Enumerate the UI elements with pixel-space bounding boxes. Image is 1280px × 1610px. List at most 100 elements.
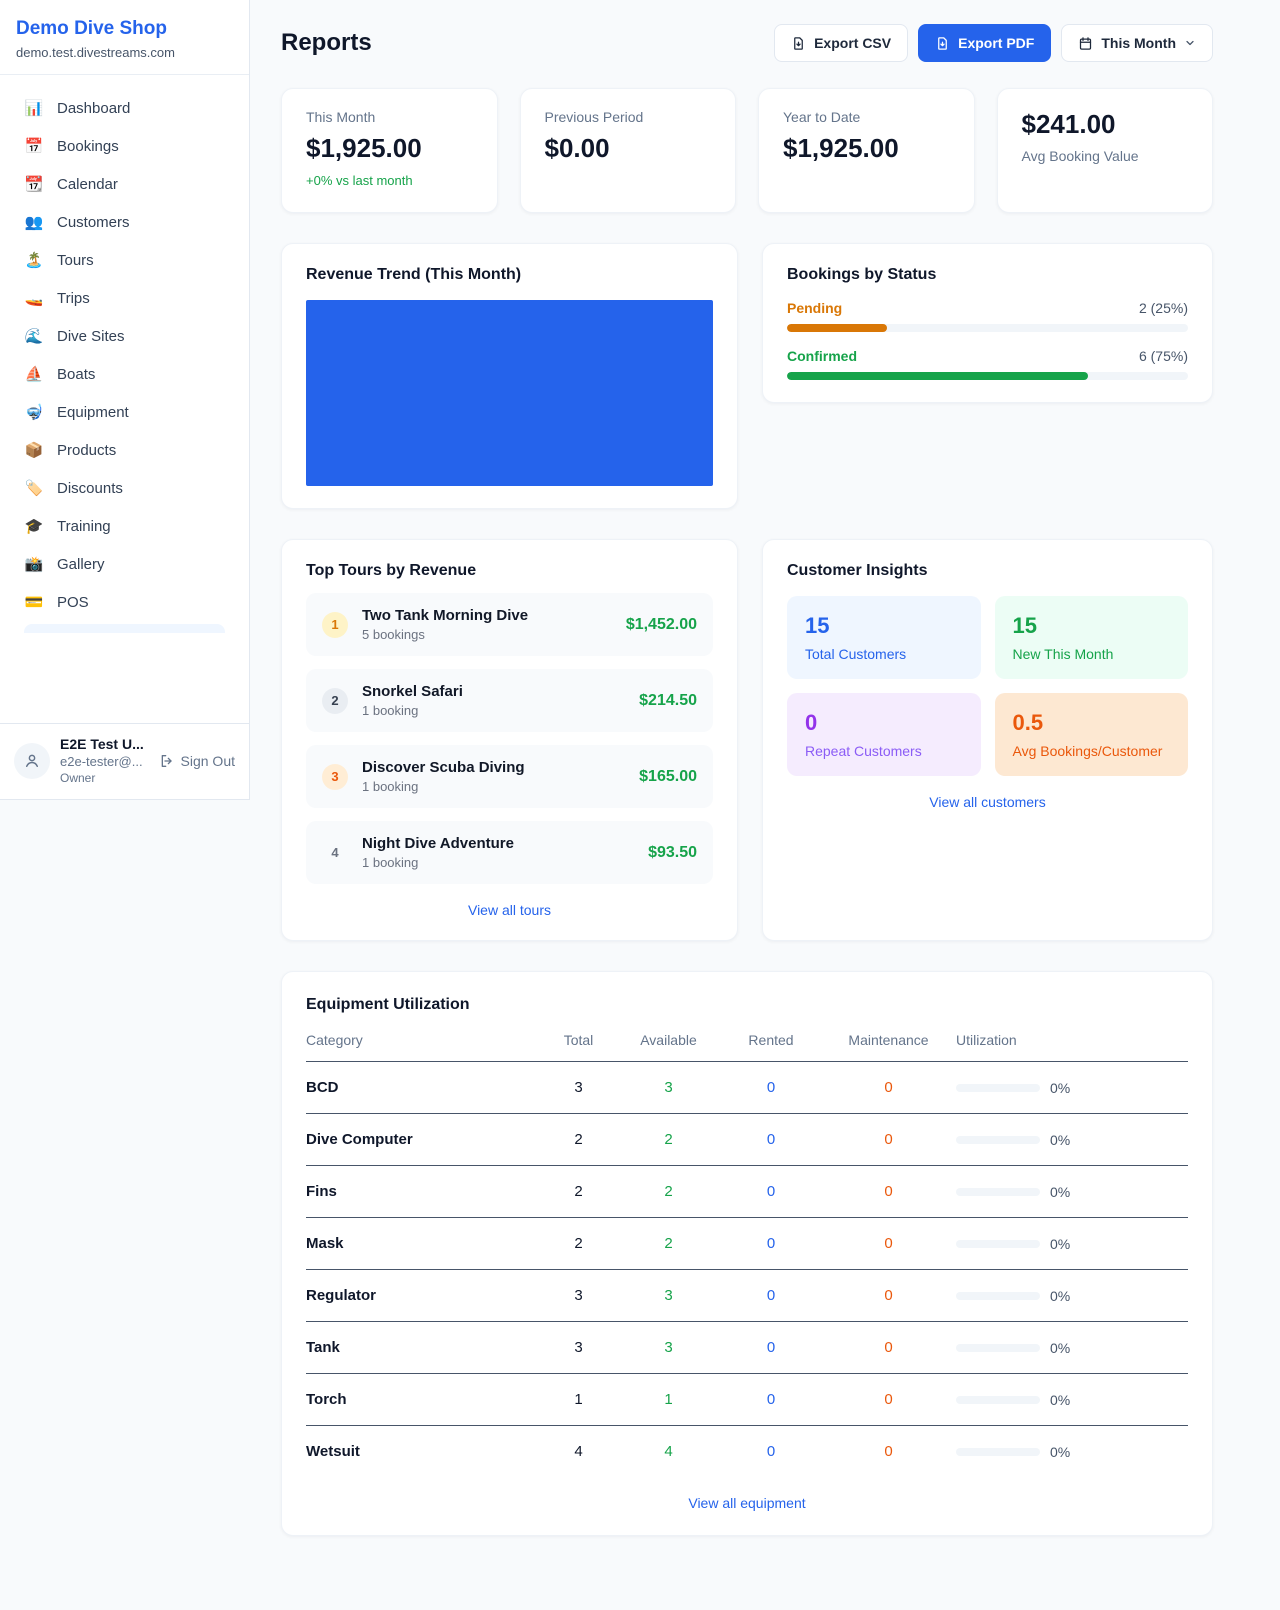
tour-row: 2 Snorkel Safari 1 booking $214.50 [306,669,713,732]
people-icon: 👥 [24,214,44,231]
top-tours-card: Top Tours by Revenue 1 Two Tank Morning … [281,539,738,941]
view-all-customers-link[interactable]: View all customers [929,794,1046,810]
sidebar-item-gallery[interactable]: 📸 Gallery [12,545,237,583]
sidebar-item-pos[interactable]: 💳 POS [12,583,237,621]
tile-value: 0.5 [1012,710,1044,735]
tour-bookings: 5 bookings [362,627,425,642]
stat-value: $241.00 [1021,109,1116,139]
column-header: Category [306,1032,541,1062]
stat-value: $1,925.00 [306,133,422,163]
sailboat-icon: ⛵ [24,366,44,383]
sidebar-item-equipment[interactable]: 🤿 Equipment [12,393,237,431]
equipment-utilization-title: Equipment Utilization [306,996,470,1013]
export-pdf-button[interactable]: Export PDF [918,24,1052,62]
sidebar-item-active-partial[interactable] [24,624,225,633]
brand: Demo Dive Shop demo.test.divestreams.com [0,0,249,75]
sign-out-button[interactable]: Sign Out [159,753,235,769]
stat-card-this-month: This Month $1,925.00 +0% vs last month [281,88,498,213]
sidebar-item-trips[interactable]: 🚤 Trips [12,279,237,317]
brand-domain: demo.test.divestreams.com [16,45,175,60]
utilization-bar [956,1239,1040,1248]
progress-fill-pending [787,324,888,332]
view-all-tours-link[interactable]: View all tours [467,902,551,918]
status-count: 2 (25%) [1138,300,1188,316]
header-actions: Export CSV Export PDF This Month [774,24,1213,62]
credit-card-icon: 💳 [24,594,44,611]
utilization-bar [956,1187,1040,1196]
sidebar-item-bookings[interactable]: 📅 Bookings [12,127,237,165]
avatar [14,742,50,779]
sidebar-item-label: Tours [57,251,94,269]
user-info: E2E Test U... e2e-tester@... Owner [60,736,149,785]
graduation-cap-icon: 🎓 [24,518,44,535]
table-row: Tank 3 3 0 0 0% [306,1321,1188,1374]
file-download-icon [938,36,947,50]
sidebar-item-tours[interactable]: 🏝️ Tours [12,241,237,279]
customer-insights-title: Customer Insights [787,562,928,579]
sidebar-item-dashboard[interactable]: 📊 Dashboard [12,89,237,127]
sidebar-user-footer: E2E Test U... e2e-tester@... Owner Sign … [0,723,249,799]
sidebar-item-label: Training [57,517,111,535]
rank-badge: 4 [331,845,339,860]
equipment-table: Category Total Available Rented Maintena… [306,1032,1188,1477]
table-row: Fins 2 2 0 0 0% [306,1165,1188,1218]
export-csv-button[interactable]: Export CSV [774,24,909,62]
revenue-trend-card: Revenue Trend (This Month) [281,243,738,509]
stat-delta: +0% vs last month [306,173,413,188]
utilization-bar [956,1135,1040,1144]
table-row: BCD 3 3 0 0 0% [306,1061,1188,1114]
revenue-trend-chart [306,300,713,486]
utilization-bar [956,1083,1040,1092]
tile-label: Repeat Customers [805,743,922,759]
utilization-bar [956,1447,1040,1456]
table-row: Dive Computer 2 2 0 0 0% [306,1113,1188,1166]
sidebar-item-boats[interactable]: ⛵ Boats [12,355,237,393]
calendar-icon [1080,36,1092,50]
sidebar-item-label: Bookings [57,137,119,155]
sidebar-item-discounts[interactable]: 🏷️ Discounts [12,469,237,507]
tour-amount: $1,452.00 [625,615,697,633]
tour-name: Night Dive Adventure [362,835,514,852]
page-title: Reports [281,29,372,56]
sidebar-item-label: Dive Sites [57,327,125,345]
status-row-confirmed: Confirmed 6 (75%) [787,348,1188,380]
sidebar-item-label: Customers [57,213,130,231]
sidebar-item-calendar[interactable]: 📆 Calendar [12,165,237,203]
chevron-down-icon [1186,40,1194,46]
file-download-icon [794,36,803,50]
tag-icon: 🏷️ [24,480,44,497]
tile-label: Total Customers [805,646,907,662]
sidebar-item-customers[interactable]: 👥 Customers [12,203,237,241]
tile-value: 15 [805,613,830,638]
package-icon: 📦 [24,442,44,459]
bar-chart-icon: 📊 [24,100,44,117]
period-dropdown[interactable]: This Month [1061,24,1213,62]
utilization-bar [956,1395,1040,1404]
stat-value: $1,925.00 [783,133,899,163]
progress-track [787,372,1188,380]
stat-cards: This Month $1,925.00 +0% vs last month P… [281,88,1213,213]
rank-badge: 1 [322,611,348,638]
sidebar: Demo Dive Shop demo.test.divestreams.com… [0,0,250,800]
rank-badge: 2 [322,687,348,714]
tile-new-this-month: 15 New This Month [994,596,1188,679]
tile-label: Avg Bookings/Customer [1012,743,1163,759]
tour-row: 1 Two Tank Morning Dive 5 bookings $1,45… [306,593,713,656]
sidebar-item-training[interactable]: 🎓 Training [12,507,237,545]
tile-repeat-customers: 0 Repeat Customers [787,693,981,776]
view-all-equipment-link[interactable]: View all equipment [688,1495,806,1511]
column-header: Maintenance [821,1032,956,1062]
tile-total-customers: 15 Total Customers [787,596,981,679]
equipment-utilization-card: Equipment Utilization Category Total Ava… [281,971,1213,1536]
sidebar-item-label: Boats [57,365,96,383]
sidebar-item-label: Gallery [57,555,105,573]
status-label: Confirmed [787,348,857,364]
sidebar-item-label: Calendar [57,175,118,193]
sidebar-item-label: Discounts [57,479,123,497]
sidebar-item-products[interactable]: 📦 Products [12,431,237,469]
column-header: Total [541,1032,616,1062]
table-row: Mask 2 2 0 0 0% [306,1217,1188,1270]
charts-row: Revenue Trend (This Month) Bookings by S… [281,243,1213,509]
sidebar-item-dive-sites[interactable]: 🌊 Dive Sites [12,317,237,355]
stat-label: Year to Date [783,109,861,125]
